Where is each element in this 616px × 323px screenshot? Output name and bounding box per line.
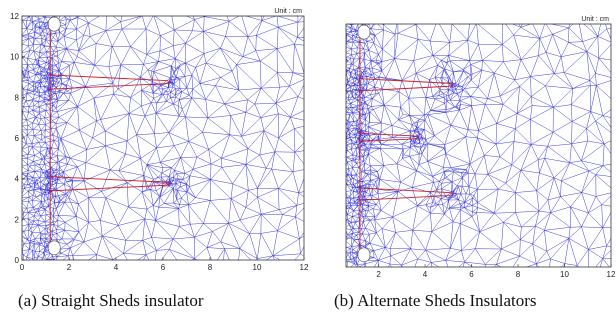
shed-outline <box>359 78 453 92</box>
y-tick-label: 8 <box>15 93 20 102</box>
unit-label: Unit : cm <box>581 16 609 23</box>
shed-outline <box>359 132 419 142</box>
x-tick-label: 4 <box>114 263 119 272</box>
mesh-plot-alternate-sheds: 2 4 6 8 10 12 Unit : cm <box>328 2 616 279</box>
fem-mesh <box>22 16 304 260</box>
x-tick-label: 4 <box>423 270 428 279</box>
shed-outline <box>359 187 453 201</box>
electrode <box>47 240 61 256</box>
x-tick-label: 6 <box>161 263 166 272</box>
y-tick-label: 0 <box>15 256 20 265</box>
electrode <box>47 16 61 32</box>
electrode <box>357 24 371 40</box>
shed-outline <box>50 176 170 192</box>
fem-mesh <box>346 24 611 267</box>
x-tick-label: 8 <box>208 263 213 272</box>
x-tick-label: 10 <box>253 263 262 272</box>
x-tick-label: 2 <box>67 263 72 272</box>
caption-alternate-sheds: (b) Alternate Sheds Insulators <box>334 291 537 310</box>
x-tick-label: 6 <box>469 270 474 279</box>
y-tick-label: 2 <box>15 215 20 224</box>
x-tick-label: 12 <box>300 263 309 272</box>
x-tick-label: 8 <box>516 270 521 279</box>
unit-label: Unit : cm <box>274 8 302 15</box>
plot-frame <box>345 23 612 268</box>
x-tick-label: 10 <box>560 270 569 279</box>
plot-frame <box>21 15 305 261</box>
x-tick-label: 12 <box>607 270 616 279</box>
y-tick-label: 12 <box>10 12 19 21</box>
x-tick-label: 2 <box>376 270 381 279</box>
y-tick-label: 10 <box>10 53 19 62</box>
mesh-plot-a-canvas: 0 2 4 6 8 10 12 0 2 4 6 8 10 12 Unit : cm <box>10 8 309 272</box>
mesh-plot-straight-sheds: 0 2 4 6 8 10 12 0 2 4 6 8 10 12 Unit : cm <box>8 2 316 274</box>
shed-outline <box>50 74 170 90</box>
electrode <box>357 247 371 263</box>
y-tick-label: 6 <box>15 134 20 143</box>
x-tick-label: 0 <box>20 263 25 272</box>
y-tick-label: 4 <box>15 175 20 184</box>
caption-straight-sheds: (a) Straight Sheds insulator <box>18 291 204 310</box>
mesh-plot-b-canvas: 2 4 6 8 10 12 Unit : cm <box>345 16 616 279</box>
